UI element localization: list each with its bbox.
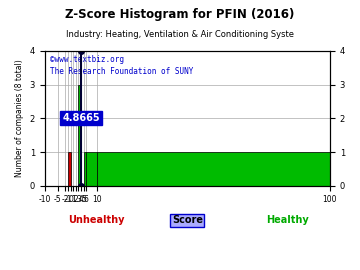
Bar: [68, 152, 71, 186]
Text: Unhealthy: Unhealthy: [68, 215, 124, 225]
Text: Healthy: Healthy: [266, 215, 309, 225]
Text: ©www.textbiz.org: ©www.textbiz.org: [50, 55, 124, 64]
Text: Industry: Heating, Ventilation & Air Conditioning Syste: Industry: Heating, Ventilation & Air Con…: [66, 30, 294, 39]
Text: Z-Score Histogram for PFIN (2016): Z-Score Histogram for PFIN (2016): [65, 8, 295, 21]
Bar: [96, 152, 330, 186]
Bar: [86, 152, 96, 186]
Text: The Research Foundation of SUNY: The Research Foundation of SUNY: [50, 67, 194, 76]
Bar: [78, 85, 81, 186]
Y-axis label: Number of companies (8 total): Number of companies (8 total): [15, 59, 24, 177]
Text: Score: Score: [172, 215, 203, 225]
Text: 4.8665: 4.8665: [62, 113, 100, 123]
Bar: [84, 152, 86, 186]
